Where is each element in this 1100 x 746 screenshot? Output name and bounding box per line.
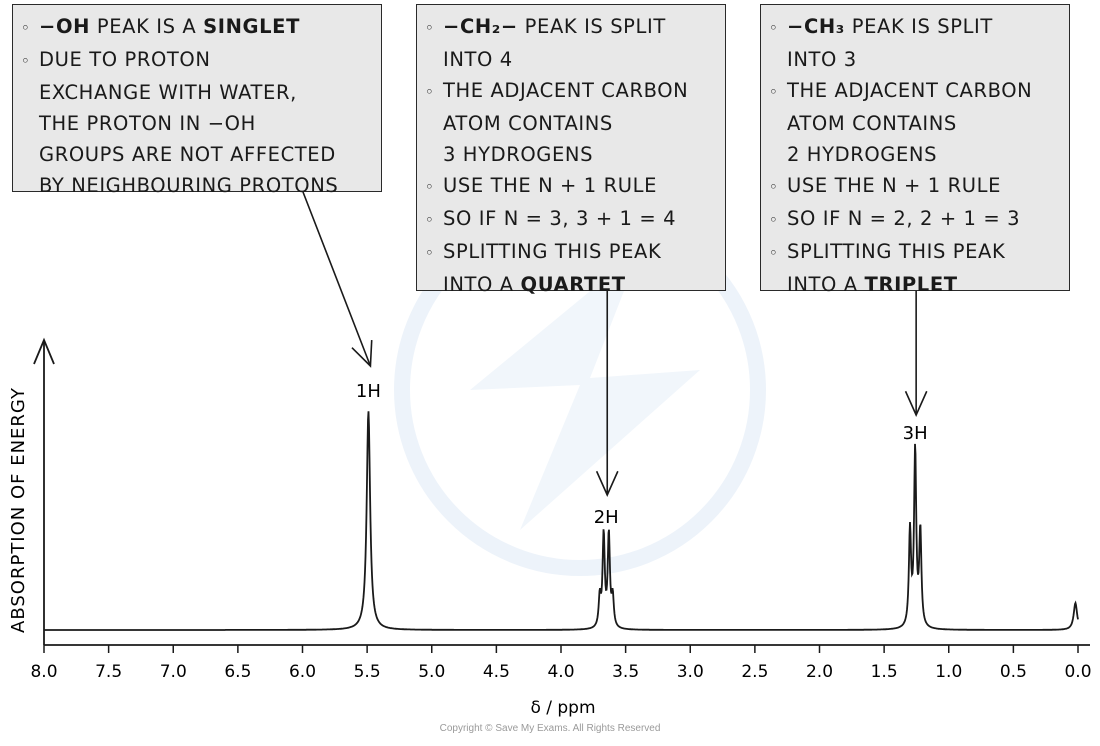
x-tick-label: 0.5	[1000, 662, 1027, 682]
x-tick-label: 1.5	[871, 662, 898, 682]
integration-label: 2H	[594, 507, 619, 528]
annotation-line: ◦ SPLITTING THIS PEAK	[769, 236, 1061, 269]
bullet-icon: ◦	[425, 83, 435, 101]
bullet-icon: ◦	[21, 19, 31, 37]
x-tick-label: 7.5	[95, 662, 122, 682]
y-axis-arrowhead	[33, 337, 55, 365]
y-axis-label: ABSORPTION OF ENERGY	[8, 387, 29, 633]
annotation-line: GROUPS ARE NOT AFFECTED	[39, 143, 336, 166]
annotation-line: ◦ THE ADJACENT CARBON	[425, 75, 717, 108]
annotation-line: ◦ −OH PEAK IS A SINGLET	[21, 11, 373, 44]
copyright-notice: Copyright © Save My Exams. All Rights Re…	[439, 723, 661, 734]
x-tick-label: 4.0	[547, 662, 574, 682]
arrowhead	[351, 339, 373, 368]
bullet-icon: ◦	[769, 83, 779, 101]
annotation-line: INTO 4	[443, 48, 513, 71]
annotation-box-ch3: ◦ −CH₃ PEAK IS SPLIT INTO 3 ◦ THE ADJACENT C…	[760, 4, 1070, 296]
x-tick-label: 6.5	[224, 662, 251, 682]
annotation-line: ◦ −CH₂− PEAK IS SPLIT	[425, 11, 717, 44]
bullet-icon: ◦	[425, 211, 435, 229]
annotation-line: EXCHANGE WITH WATER,	[39, 81, 297, 104]
annotation-line: ◦ USE THE n + 1 RULE	[425, 170, 717, 203]
bullet-icon: ◦	[769, 19, 779, 37]
x-tick-label: 2.0	[806, 662, 833, 682]
x-tick-label: 5.5	[354, 662, 381, 682]
annotation-line: ◦ SPLITTING THIS PEAK	[425, 236, 717, 269]
x-tick-label: 1.0	[935, 662, 962, 682]
annotation-arrows	[302, 191, 928, 497]
bullet-icon: ◦	[425, 178, 435, 196]
x-tick-label: 8.0	[30, 662, 57, 682]
annotation-line: ◦ SO IF n = 2, 2 + 1 = 3	[769, 203, 1061, 236]
integration-label: 3H	[903, 423, 928, 444]
spectrum-trace	[44, 411, 1079, 631]
annotation-box-ch2: ◦ −CH₂− PEAK IS SPLIT INTO 4 ◦ THE ADJACENT …	[416, 4, 726, 296]
bullet-icon: ◦	[21, 52, 31, 70]
bullet-icon: ◦	[769, 178, 779, 196]
x-ticks: 8.0 7.5 7.0 6.5 6.0 5.5 5.0 4.5 4.0 3.5 3.0 2.5 2.0 1…	[30, 645, 1092, 682]
x-tick-label: 3.0	[677, 662, 704, 682]
axes	[33, 337, 1090, 646]
annotation-line: INTO 3	[787, 48, 857, 71]
x-tick-label: 4.5	[483, 662, 510, 682]
annotation-line: INTO A TRIPLET	[787, 273, 958, 296]
annotation-line: 2 HYDROGENS	[787, 143, 938, 166]
x-tick-label: 6.0	[289, 662, 316, 682]
arrow-shaft	[302, 191, 372, 367]
bullet-icon: ◦	[769, 244, 779, 262]
arrowhead	[595, 470, 619, 497]
annotation-line: THE PROTON IN −OH	[39, 112, 256, 135]
integration-labels: 1H 2H 3H	[356, 381, 928, 528]
bullet-icon: ◦	[769, 211, 779, 229]
bullet-icon: ◦	[425, 19, 435, 37]
bullet-icon: ◦	[425, 244, 435, 262]
annotation-line: ◦ −CH₃ PEAK IS SPLIT	[769, 11, 1061, 44]
annotation-line: 3 HYDROGENS	[443, 143, 594, 166]
annotation-box-oh: ◦ −OH PEAK IS A SINGLET ◦ DUE TO PROTON EXCH…	[12, 4, 382, 197]
annotation-line: ◦ DUE TO PROTON	[21, 44, 373, 77]
x-tick-label: 7.0	[160, 662, 187, 682]
annotation-line: ◦ THE ADJACENT CARBON	[769, 75, 1061, 108]
x-tick-label: 2.5	[741, 662, 768, 682]
x-axis-label: δ / ppm	[530, 698, 595, 718]
annotation-line: ◦ USE THE n + 1 RULE	[769, 170, 1061, 203]
annotation-line: ATOM CONTAINS	[787, 112, 957, 135]
integration-label: 1H	[356, 381, 381, 402]
x-tick-label: 0.0	[1064, 662, 1091, 682]
annotation-line: INTO A QUARTET	[443, 273, 626, 296]
x-tick-label: 3.5	[612, 662, 639, 682]
annotation-line: BY NEIGHBOURING PROTONS	[39, 174, 339, 197]
x-tick-label: 5.0	[418, 662, 445, 682]
annotation-line: ◦ SO IF n = 3, 3 + 1 = 4	[425, 203, 717, 236]
annotation-line: ATOM CONTAINS	[443, 112, 613, 135]
arrowhead	[904, 390, 928, 417]
